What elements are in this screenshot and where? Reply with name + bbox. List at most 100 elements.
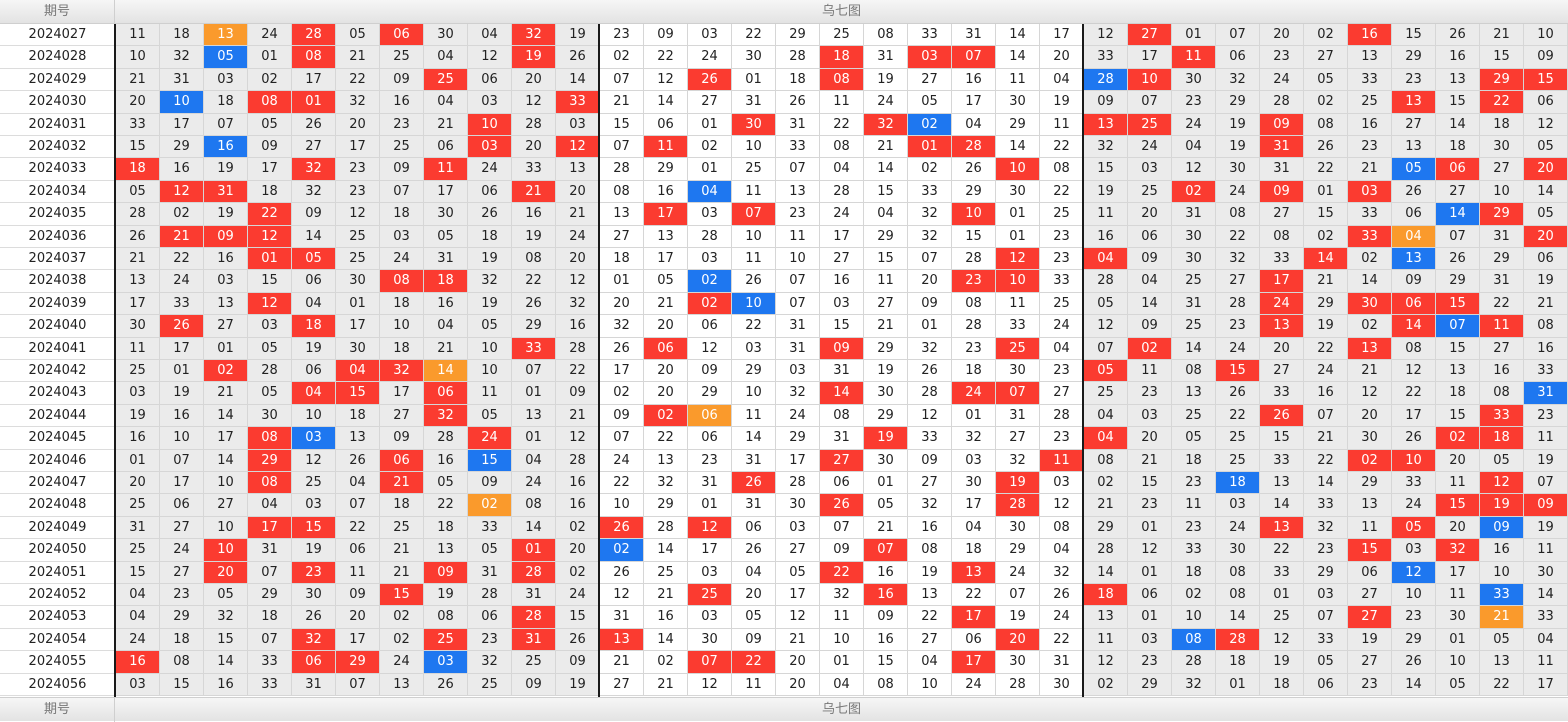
number-cell: 24 <box>1216 337 1260 360</box>
number-cell: 25 <box>380 516 424 540</box>
number-cell: 29 <box>952 180 996 204</box>
number-cell: 16 <box>556 494 600 517</box>
issue-number: 2024046 <box>0 450 115 472</box>
number-cell: 28 <box>1084 270 1128 293</box>
number-cell: 05 <box>336 24 380 47</box>
number-cell: 21 <box>1084 494 1128 517</box>
number-cell: 10 <box>204 539 248 562</box>
number-cell: 17 <box>1040 24 1084 47</box>
number-cell: 23 <box>1040 248 1084 271</box>
number-cell: 33 <box>996 315 1040 338</box>
number-cell: 28 <box>116 203 160 226</box>
number-cell: 10 <box>380 315 424 338</box>
issue-number: 2024054 <box>0 629 115 652</box>
number-cell: 30 <box>1216 158 1260 181</box>
number-cell: 27 <box>908 628 952 652</box>
number-cell: 18 <box>1480 113 1524 136</box>
number-cell: 17 <box>600 360 644 383</box>
number-cell: 10 <box>820 628 864 652</box>
number-cell: 08 <box>1216 584 1260 607</box>
number-cell: 05 <box>424 225 468 248</box>
issue-number: 2024038 <box>0 270 115 293</box>
table-row: 2024052 04 23 05 29 30 09 15 19 28 31 24 12 21 25 20 17 3… <box>0 584 1568 607</box>
number-cell: 15 <box>952 225 996 248</box>
number-cell: 14 <box>1260 494 1304 517</box>
number-cell: 15 <box>1480 46 1524 69</box>
number-cell: 08 <box>512 248 556 271</box>
number-cell: 04 <box>424 46 468 69</box>
number-cell: 32 <box>1436 539 1480 562</box>
number-cell: 28 <box>248 360 292 383</box>
number-cell: 01 <box>688 158 732 181</box>
number-cell: 19 <box>1084 180 1128 204</box>
number-cell: 18 <box>820 46 864 69</box>
number-cell: 14 <box>1084 561 1128 584</box>
number-cell: 18 <box>1172 449 1216 472</box>
number-cell: 02 <box>380 606 424 629</box>
number-cell: 28 <box>820 180 864 204</box>
number-cell: 24 <box>1260 68 1304 92</box>
number-cell: 28 <box>996 494 1040 517</box>
number-cell: 06 <box>1392 203 1436 226</box>
number-cell: 18 <box>204 91 248 114</box>
number-cell: 17 <box>776 449 820 472</box>
number-cell: 11 <box>116 24 160 47</box>
issue-number: 2024035 <box>0 203 115 226</box>
number-cell: 25 <box>1128 113 1172 136</box>
number-cell: 14 <box>1524 180 1568 204</box>
number-cell: 25 <box>116 539 160 562</box>
number-cell: 05 <box>644 270 688 293</box>
number-cell: 26 <box>1392 651 1436 674</box>
number-cell: 09 <box>600 404 644 428</box>
number-cell: 02 <box>1084 472 1128 495</box>
issue-number: 2024048 <box>0 494 115 517</box>
number-cell: 28 <box>468 584 512 607</box>
number-cell: 07 <box>512 360 556 383</box>
number-cell: 02 <box>644 651 688 674</box>
number-cell: 27 <box>160 561 204 584</box>
number-cell: 23 <box>776 203 820 226</box>
chart-title-header: 乌七图 <box>821 4 861 19</box>
number-cell: 16 <box>380 91 424 114</box>
number-cell: 17 <box>160 337 204 360</box>
number-cell: 08 <box>600 180 644 204</box>
number-cell: 22 <box>248 203 292 226</box>
number-cell: 22 <box>644 46 688 69</box>
number-cell: 10 <box>732 292 776 316</box>
number-cell: 29 <box>1480 203 1524 226</box>
number-cell: 18 <box>600 248 644 271</box>
table-row: 2024056 03 15 16 33 31 07 13 26 25 09 19 27 21 12 11 20 0… <box>0 673 1568 696</box>
number-cell: 16 <box>864 584 908 607</box>
number-cell: 09 <box>688 360 732 383</box>
table-row: 2024042 25 01 02 28 06 04 32 14 10 07 22 17 20 09 29 03 3… <box>0 360 1568 383</box>
number-cell: 32 <box>512 24 556 47</box>
number-cell: 25 <box>1348 91 1392 114</box>
table-row: 2024033 18 16 19 17 32 23 09 11 24 33 13 28 29 01 25 07 0… <box>0 158 1568 181</box>
number-cell: 25 <box>1172 404 1216 428</box>
issue-number: 2024036 <box>0 226 115 248</box>
number-cell: 17 <box>644 203 688 226</box>
number-cell: 10 <box>1524 24 1568 47</box>
number-cell: 01 <box>732 68 776 92</box>
number-cell: 16 <box>204 136 248 159</box>
issue-number: 2024029 <box>0 69 115 92</box>
number-cell: 30 <box>864 382 908 405</box>
number-cell: 32 <box>204 606 248 629</box>
number-cell: 15 <box>864 651 908 674</box>
number-cell: 04 <box>1084 427 1128 450</box>
number-cell: 20 <box>600 292 644 316</box>
number-cell: 25 <box>1172 270 1216 293</box>
number-cell: 33 <box>1040 270 1084 293</box>
number-cell: 22 <box>160 248 204 271</box>
number-cell: 08 <box>160 651 204 674</box>
number-cell: 28 <box>512 606 556 629</box>
number-cell: 30 <box>1524 561 1568 584</box>
number-cell: 19 <box>160 382 204 405</box>
number-cell: 07 <box>1128 91 1172 114</box>
number-cell: 31 <box>776 315 820 338</box>
number-cell: 01 <box>1216 673 1260 696</box>
number-cell: 29 <box>248 449 292 472</box>
number-cell: 12 <box>688 516 732 540</box>
number-cell: 22 <box>1480 673 1524 696</box>
number-cell: 17 <box>116 292 160 316</box>
